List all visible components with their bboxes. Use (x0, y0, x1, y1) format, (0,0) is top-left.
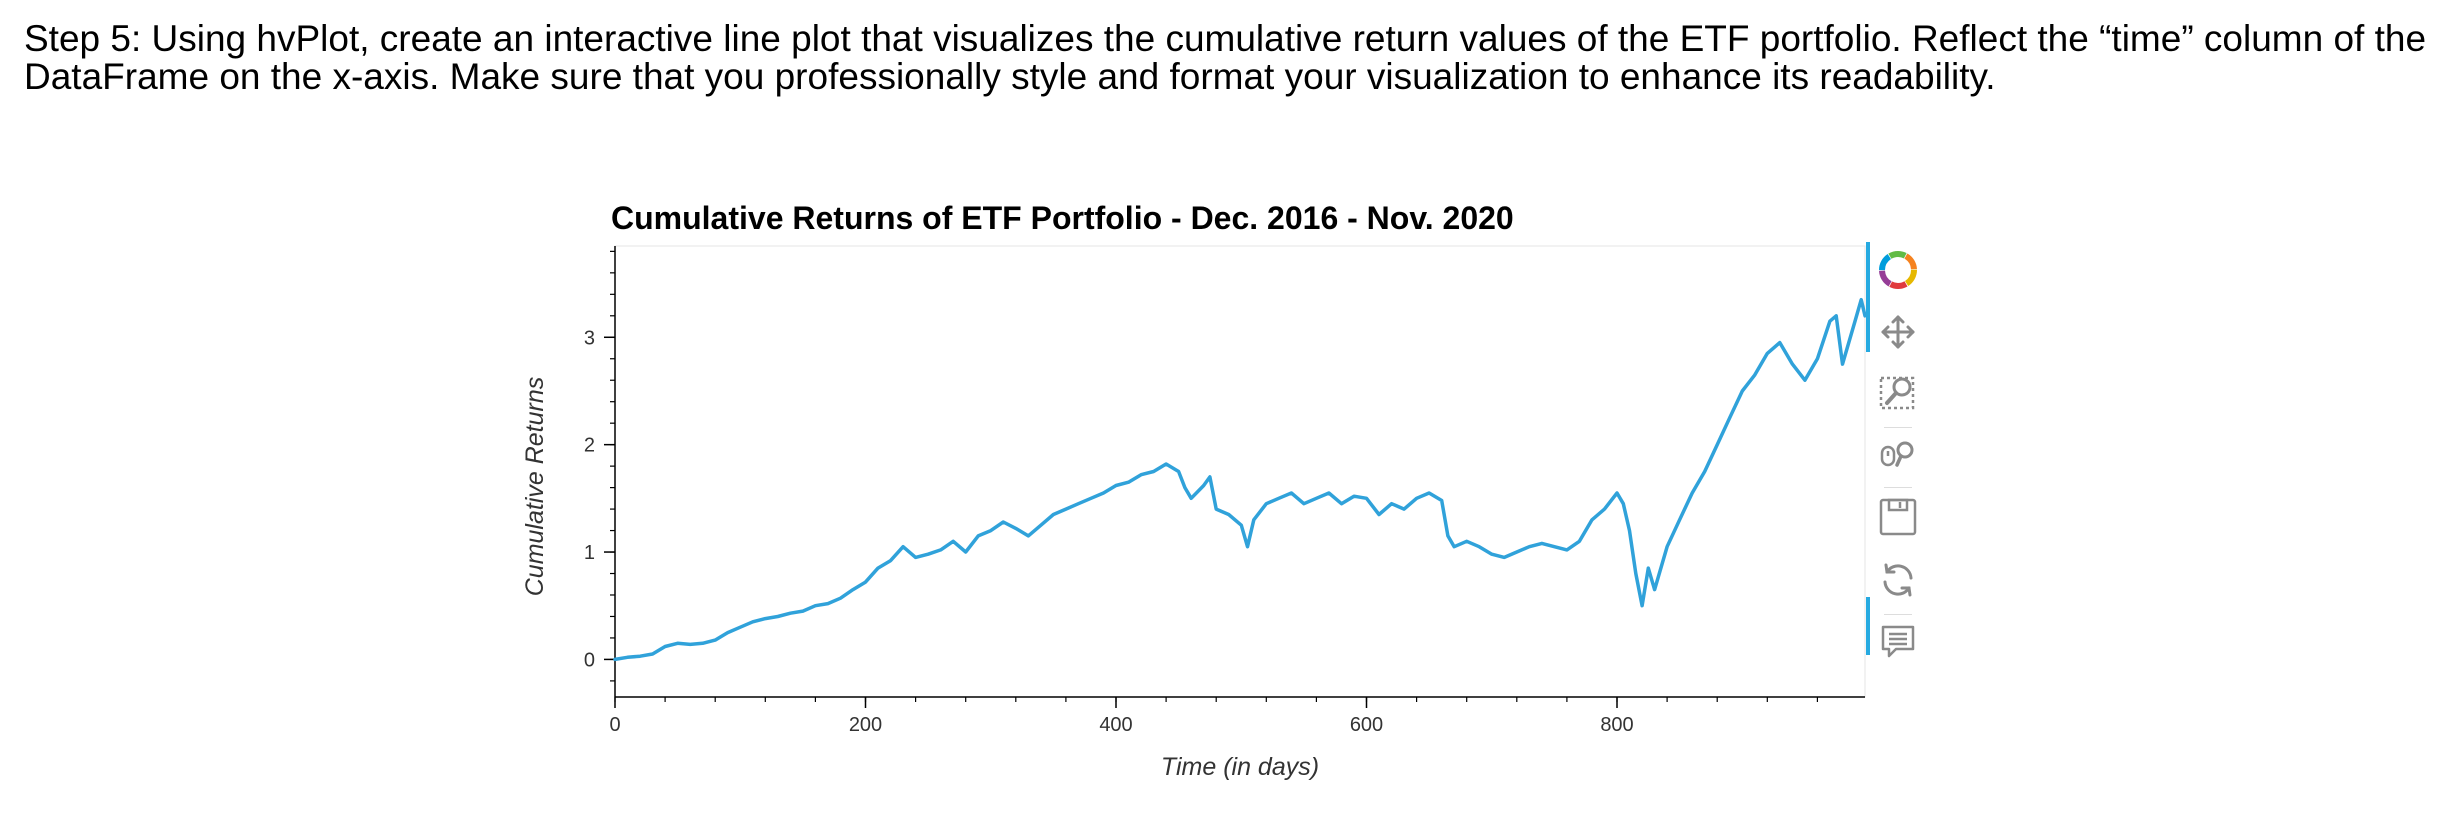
plot-toolbar (1866, 242, 1928, 672)
plot-area[interactable] (614, 245, 1866, 698)
hover-icon[interactable] (1878, 622, 1918, 662)
toolbar-separator (1884, 487, 1912, 488)
series-line-cumulative-returns[interactable] (613, 297, 1867, 662)
x-tick-label: 600 (1350, 714, 1383, 736)
y-tick-label: 2 (584, 435, 595, 457)
toolbar-separator (1884, 614, 1912, 615)
chart-title: Cumulative Returns of ETF Portfolio - De… (611, 200, 1514, 236)
y-axis-label: Cumulative Returns (521, 377, 549, 597)
reset-icon[interactable] (1878, 560, 1918, 600)
instructions-text: Step 5: Using hvPlot, create an interact… (24, 18, 2427, 97)
x-tick-label: 0 (609, 714, 620, 736)
y-tick-label: 0 (584, 649, 595, 671)
x-tick-label: 400 (1099, 714, 1132, 736)
x-tick-label: 800 (1600, 714, 1633, 736)
y-tick-label: 3 (584, 327, 595, 349)
x-tick-label: 200 (849, 714, 882, 736)
active-tool-indicator (1866, 597, 1870, 655)
pan-icon[interactable] (1878, 312, 1918, 352)
toolbar-separator (1884, 427, 1912, 428)
wheel-zoom-icon[interactable] (1878, 434, 1918, 474)
box-zoom-icon[interactable] (1878, 372, 1918, 412)
plot-container[interactable]: 0 200 400 600 800 0 1 2 3 Time (in days) Cumulativ… (520, 190, 1980, 810)
line-plot[interactable]: 0 200 400 600 800 0 1 2 3 Time (in days) Cumulativ… (520, 190, 1920, 810)
bokeh-logo-icon[interactable] (1878, 250, 1918, 290)
y-tick-label: 1 (584, 542, 595, 564)
save-icon[interactable] (1878, 497, 1918, 537)
x-axis-label: Time (in days) (1161, 753, 1319, 781)
active-tool-indicator (1866, 242, 1870, 352)
